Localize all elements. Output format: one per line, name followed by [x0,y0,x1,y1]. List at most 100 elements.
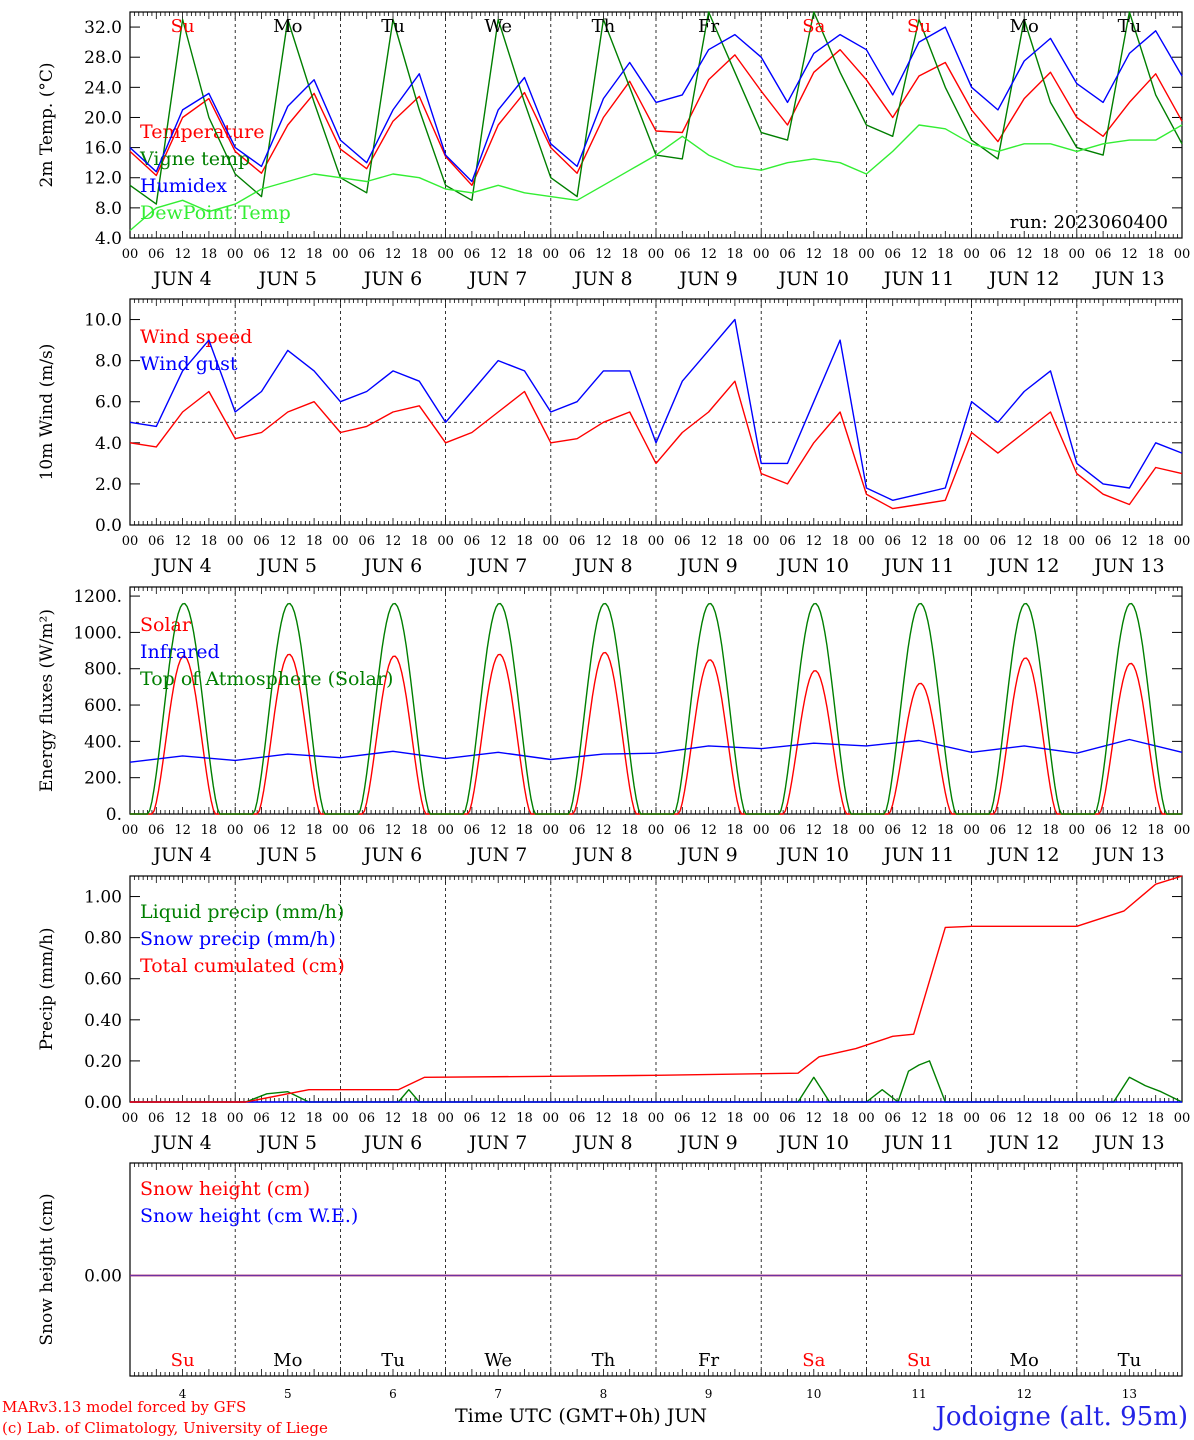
series-line-top-of-atmosphere-solar- [130,602,1182,815]
bottom-weekday-label: Su [907,1350,931,1371]
date-label: JUN 10 [777,1132,849,1154]
day-number-label: 4 [179,1387,187,1401]
hour-tick-label: 06 [884,534,901,549]
hour-tick-label: 12 [595,534,612,549]
hour-tick-label: 00 [332,823,349,838]
legend-entry: DewPoint Temp [140,202,291,224]
hour-tick-label: 00 [1069,247,1086,262]
y-tick-label: 24.0 [84,78,122,98]
hour-tick-label: 06 [464,247,481,262]
date-label: JUN 5 [257,555,317,577]
hour-tick-label: 06 [464,534,481,549]
hour-tick-label: 12 [385,1111,402,1126]
hour-tick-label: 18 [832,1111,849,1126]
hour-tick-label: 00 [122,247,139,262]
hour-tick-label: 00 [227,1111,244,1126]
hour-tick-label: 06 [779,1111,796,1126]
hour-tick-label: 12 [280,1111,297,1126]
hour-tick-label: 06 [990,823,1007,838]
date-label: JUN 8 [572,844,632,866]
hour-tick-label: 06 [990,1111,1007,1126]
hour-tick-label: 18 [1042,823,1059,838]
series-line-liquid-precip-mm-h- [130,1060,1183,1103]
bottom-weekday-label: Su [171,1350,195,1371]
hour-tick-label: 18 [621,534,638,549]
hour-tick-label: 12 [280,534,297,549]
hour-tick-label: 06 [990,247,1007,262]
y-tick-label: 6.0 [95,393,122,413]
hour-tick-label: 06 [569,823,586,838]
legend-entry: Top of Atmosphere (Solar) [140,668,393,690]
hour-tick-label: 18 [201,823,218,838]
hour-tick-label: 06 [148,823,165,838]
hour-tick-label: 12 [595,1111,612,1126]
series-line-humidex [129,26,1183,183]
hour-tick-label: 12 [1016,534,1033,549]
hour-tick-label: 18 [516,823,533,838]
hour-tick-label: 06 [253,534,270,549]
hour-tick-label: 00 [1174,1111,1191,1126]
day-number-label: 6 [389,1387,397,1401]
hour-tick-label: 00 [437,247,454,262]
weekday-label: Tu [381,16,405,37]
weekday-label: Mo [273,16,302,37]
day-number-label: 10 [806,1387,821,1401]
hour-tick-label: 00 [543,823,560,838]
hour-tick-label: 18 [1147,823,1164,838]
date-label: JUN 10 [777,844,849,866]
hour-tick-label: 12 [700,534,717,549]
run-annotation: run: 2023060400 [1010,212,1168,233]
hour-tick-label: 18 [621,1111,638,1126]
y-tick-label: 10.0 [84,311,122,331]
hour-tick-label: 00 [648,823,665,838]
y-tick-label: 4.0 [95,229,122,249]
hour-tick-label: 06 [674,534,691,549]
hour-tick-label: 12 [174,823,191,838]
bottom-weekday-label: Mo [273,1350,302,1371]
hour-tick-label: 00 [648,247,665,262]
hour-tick-label: 06 [779,534,796,549]
hour-tick-label: 00 [227,534,244,549]
date-label: JUN 11 [882,1132,954,1154]
hour-tick-label: 06 [1095,1111,1112,1126]
hour-tick-label: 18 [1042,1111,1059,1126]
date-label: JUN 6 [362,555,422,577]
hour-tick-label: 00 [1069,1111,1086,1126]
hour-tick-label: 00 [122,534,139,549]
hour-tick-label: 18 [201,1111,218,1126]
hour-tick-label: 06 [358,1111,375,1126]
legend-entry: Snow height (cm) [140,1178,310,1200]
hour-tick-label: 12 [911,823,928,838]
date-label: JUN 13 [1092,1132,1164,1154]
y-tick-label: 600. [84,696,122,716]
hour-tick-label: 18 [832,247,849,262]
hour-tick-label: 12 [595,823,612,838]
hour-tick-label: 12 [280,823,297,838]
hour-tick-label: 12 [490,247,507,262]
legend-entry: Snow precip (mm/h) [140,928,336,950]
hour-tick-label: 00 [122,1111,139,1126]
series-line-infrared [129,738,1183,763]
date-label: JUN 7 [467,1132,527,1154]
hour-tick-label: 18 [937,534,954,549]
y-tick-label: 0.00 [84,1267,122,1287]
model-credit: MARv3.13 model forced by GFS [2,1398,247,1416]
hour-tick-label: 12 [806,823,823,838]
y-axis-label: 10m Wind (m/s) [37,344,57,481]
weekday-label: Su [907,16,931,37]
y-axis-label: 2m Temp. (°C) [37,62,57,187]
legend-entry: Infrared [140,641,220,663]
hour-tick-label: 18 [306,823,323,838]
hour-tick-label: 06 [674,823,691,838]
hour-tick-label: 06 [569,534,586,549]
hour-tick-label: 18 [727,1111,744,1126]
hour-tick-label: 18 [1147,1111,1164,1126]
date-label: JUN 10 [777,555,849,577]
date-label: JUN 11 [882,268,954,290]
hour-tick-label: 12 [806,534,823,549]
y-tick-label: 400. [84,732,122,752]
hour-tick-label: 00 [1069,823,1086,838]
hour-tick-label: 12 [1121,1111,1138,1126]
y-tick-label: 1200. [73,587,122,607]
y-tick-label: 2.0 [95,475,122,495]
